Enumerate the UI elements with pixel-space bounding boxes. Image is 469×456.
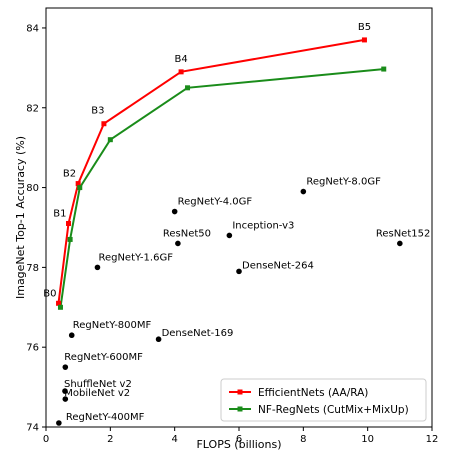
y-tick-label: 84	[26, 23, 39, 34]
model-marker	[175, 240, 181, 247]
series-0-marker	[75, 181, 81, 187]
model-marker	[171, 208, 178, 215]
legend-swatch-marker	[237, 406, 243, 412]
model-label: RegNetY-4.0GF	[178, 197, 253, 208]
series-1-marker	[107, 137, 113, 143]
legend-label: NF-RegNets (CutMix+MixUp)	[258, 404, 409, 416]
series-line-0	[57, 38, 365, 304]
legend-swatch-marker	[237, 389, 243, 395]
series-0-marker	[101, 121, 107, 127]
model-marker	[236, 268, 242, 275]
model-marker	[68, 332, 75, 339]
model-label: DenseNet-169	[162, 328, 234, 339]
point-label: B3	[91, 106, 104, 117]
model-marker	[94, 264, 101, 271]
x-tick-label: 8	[300, 434, 306, 445]
model-marker	[62, 388, 68, 394]
model-label: RegNetY-400MF	[66, 412, 145, 423]
point-label: B1	[53, 208, 66, 219]
model-label: RegNetY-800MF	[73, 320, 152, 331]
y-tick-label: 82	[26, 103, 39, 114]
series-1-marker	[185, 85, 191, 91]
y-axis-title: ImageNet Top-1 Accuracy (%)	[14, 136, 27, 299]
y-tick-label: 78	[26, 263, 39, 274]
axis-ticks: 0 2 4 6 8 10 12 74 76 78 80 82 84	[26, 23, 438, 445]
x-tick-label: 6	[236, 434, 242, 445]
model-marker	[300, 188, 307, 195]
x-tick-label: 10	[361, 434, 374, 445]
model-marker	[397, 240, 403, 247]
data-points	[56, 37, 403, 426]
point-label: B4	[174, 54, 187, 65]
model-label: RegNetY-8.0GF	[306, 177, 381, 188]
series-0-marker	[361, 37, 367, 43]
series-1-marker	[57, 304, 63, 310]
x-tick-label: 4	[171, 434, 177, 445]
x-axis-title: FLOPS (billions)	[196, 438, 281, 451]
x-tick-label: 12	[426, 434, 439, 445]
model-label: ShuffleNet v2	[64, 379, 132, 390]
model-label: RegNetY-1.6GF	[98, 252, 173, 263]
point-labels: B0 B1 B2 B3 B4 B5 RegNetY-400MF MobileNet v2Shu…	[43, 22, 430, 423]
series-1-marker	[381, 66, 387, 72]
series-lines	[57, 38, 384, 308]
model-label: Inception-v3	[232, 220, 294, 231]
series-0-marker	[178, 69, 184, 75]
model-marker	[62, 364, 69, 370]
y-tick-label: 74	[26, 423, 39, 434]
model-marker	[56, 420, 62, 426]
x-tick-label: 0	[43, 434, 49, 445]
model-label: DenseNet-264	[242, 260, 314, 271]
series-0-marker	[56, 300, 62, 306]
legend: EfficientNets (AA/RA) NF-RegNets (CutMix+…	[220, 378, 427, 422]
model-marker	[155, 336, 162, 343]
model-label: ResNet152	[376, 228, 431, 239]
series-0-marker	[66, 220, 72, 226]
x-tick-label: 2	[107, 434, 113, 445]
legend-label: EfficientNets (AA/RA)	[258, 387, 368, 399]
point-label: B5	[358, 22, 371, 33]
model-label: ResNet50	[163, 228, 211, 239]
y-tick-label: 76	[26, 343, 39, 354]
series-1-marker	[67, 236, 73, 242]
point-label: B2	[63, 169, 76, 180]
model-marker	[62, 396, 69, 402]
model-label: MobileNet v2	[64, 388, 130, 399]
series-line-1	[59, 68, 384, 308]
series-1-marker	[77, 185, 83, 191]
y-tick-label: 80	[26, 183, 39, 194]
point-label: B0	[43, 288, 56, 299]
model-label: RegNetY-600MF	[64, 352, 143, 363]
legend-box	[220, 378, 427, 422]
model-marker	[226, 232, 233, 239]
